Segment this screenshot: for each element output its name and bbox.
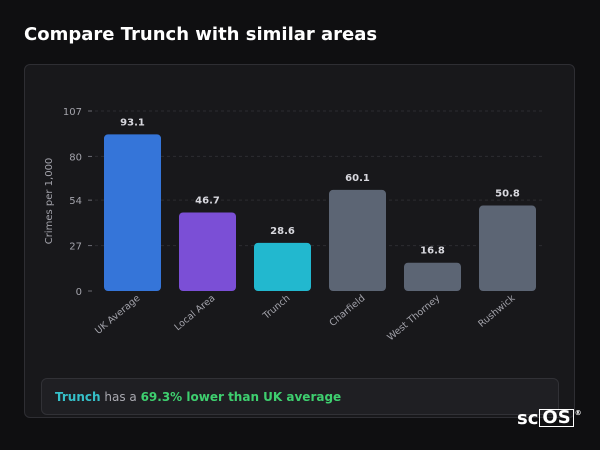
- page-title: Compare Trunch with similar areas: [24, 24, 378, 45]
- value-label: 93.1: [120, 117, 145, 128]
- value-label: 28.6: [270, 226, 295, 237]
- bar-west-thorney: [404, 262, 461, 291]
- scos-logo: sc OS ®: [517, 409, 582, 429]
- bar-chart: 0 27 54 80 107 Crimes per 1,000 93.1 46.7 28.6 6…: [44, 107, 545, 344]
- chart-card: 0 27 54 80 107 Crimes per 1,000 93.1 46.7 28.6 6…: [24, 64, 575, 418]
- y-tick-label: 0: [76, 287, 82, 298]
- y-tick-label: 54: [69, 196, 82, 207]
- y-tick-label: 107: [63, 107, 82, 118]
- value-label: 16.8: [420, 246, 445, 257]
- bars: [104, 134, 536, 291]
- bar-local-area: [179, 212, 236, 291]
- bar-charfield: [329, 189, 386, 291]
- x-tick-labels: UK Average Local Area Trunch Charfield West …: [93, 293, 518, 344]
- bar-rushwick: [479, 205, 536, 291]
- y-axis: 0 27 54 80 107 Crimes per 1,000: [44, 107, 92, 298]
- callout-area-name: Trunch: [55, 389, 101, 404]
- bar-trunch: [254, 242, 311, 291]
- x-tick-label: Rushwick: [476, 293, 517, 330]
- value-label: 46.7: [195, 195, 220, 206]
- x-tick-label: Trunch: [260, 293, 292, 322]
- x-tick-label: Charfield: [328, 293, 368, 329]
- logo-prefix: sc: [517, 408, 539, 429]
- comparison-callout: Trunch has a 69.3% lower than UK average: [41, 378, 559, 415]
- value-labels: 93.1 46.7 28.6 60.1 16.8 50.8: [120, 117, 520, 256]
- x-tick-label: UK Average: [93, 293, 142, 337]
- bar-uk-average: [104, 134, 161, 291]
- y-tick-label: 80: [69, 152, 82, 163]
- y-axis-title: Crimes per 1,000: [44, 158, 55, 245]
- x-tick-label: Local Area: [172, 293, 217, 333]
- grid-lines: [95, 110, 545, 247]
- x-tick-label: West Thorney: [385, 293, 442, 344]
- value-label: 50.8: [495, 189, 520, 200]
- logo-boxed-text: OS: [539, 409, 574, 427]
- y-tick-label: 27: [69, 242, 82, 253]
- logo-registered-mark: ®: [574, 409, 582, 417]
- callout-middle-text: has a: [104, 389, 137, 404]
- callout-percent-text: 69.3% lower than UK average: [140, 389, 342, 404]
- value-label: 60.1: [345, 173, 370, 184]
